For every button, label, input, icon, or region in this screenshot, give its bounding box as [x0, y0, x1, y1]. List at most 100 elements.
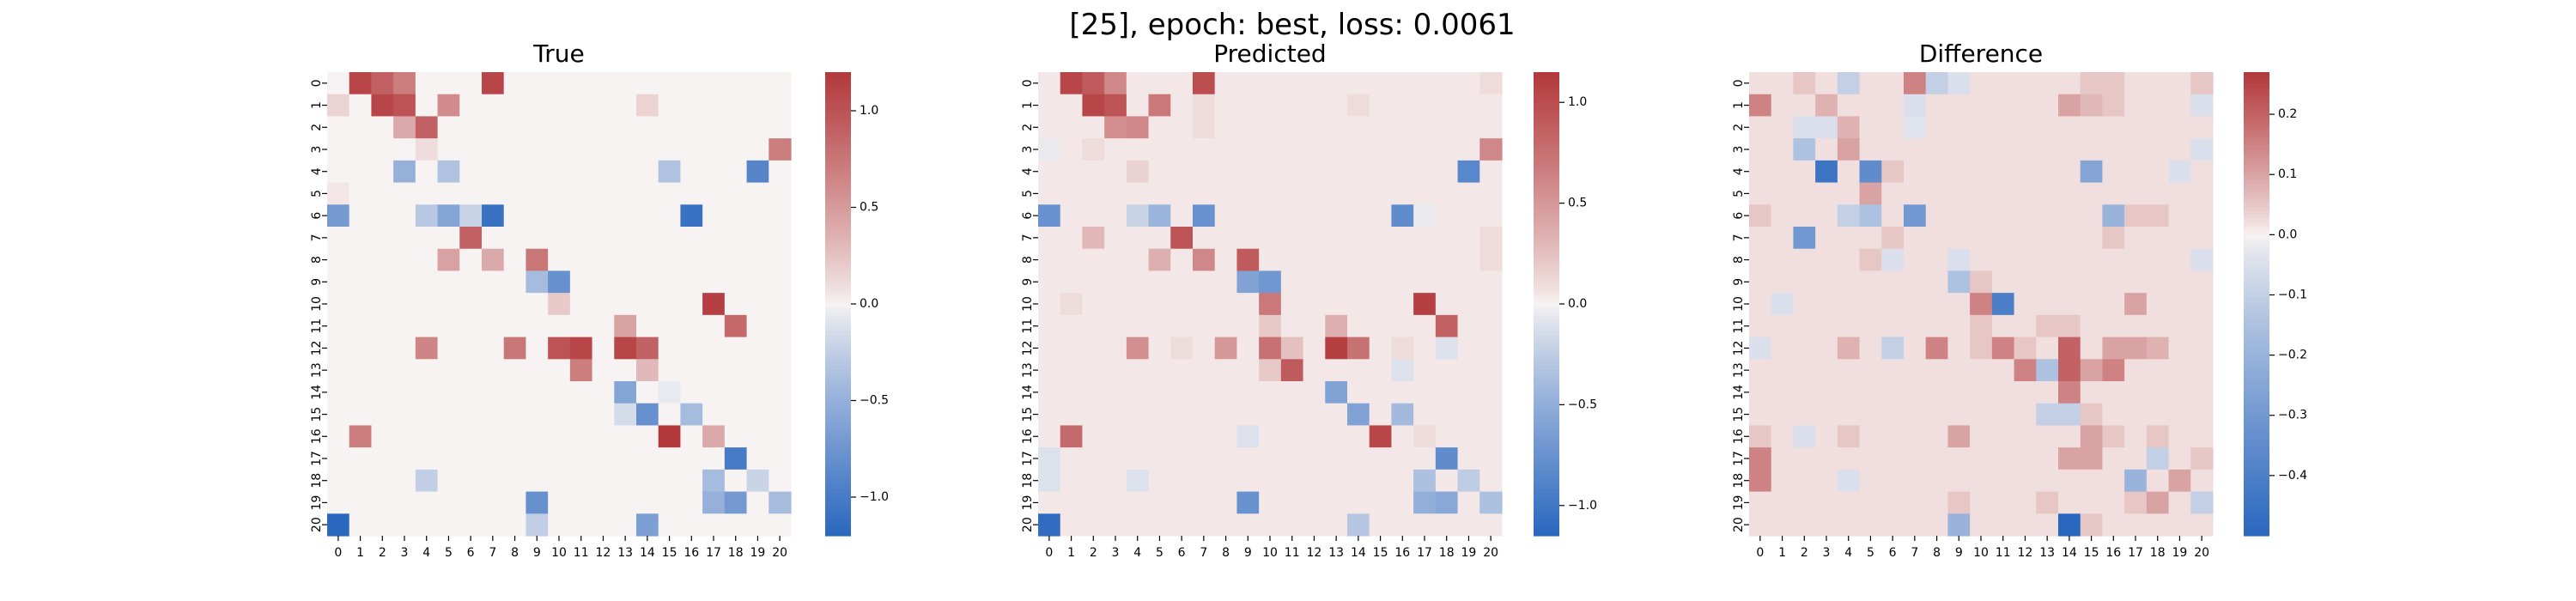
y-tick-label: 2: [1021, 124, 1035, 131]
heatmap-cell: [1947, 116, 1971, 139]
heatmap-cell: [592, 469, 615, 493]
heatmap-cell: [327, 160, 350, 184]
heatmap-cell: [769, 381, 792, 404]
heatmap-cell: [569, 160, 593, 184]
x-tick-label: 8: [1933, 546, 1941, 560]
heatmap-cell: [1280, 204, 1304, 228]
heatmap-cell: [1104, 447, 1127, 470]
heatmap-cell: [1391, 160, 1414, 184]
heatmap-cell: [1369, 337, 1393, 360]
y-tick-label: 10: [310, 296, 324, 312]
heatmap-cell: [1991, 293, 2015, 316]
heatmap-cell: [1793, 491, 1816, 514]
heatmap-cell: [548, 403, 571, 427]
heatmap-cell: [746, 403, 769, 427]
axis-ticks: 0011223344556677889910101111121213131414…: [310, 79, 787, 560]
heatmap-cell: [1859, 425, 1882, 448]
heatmap-cell: [349, 94, 373, 118]
heatmap-cell: [2124, 270, 2148, 294]
heatmap-cell: [1303, 447, 1326, 470]
heatmap-cells: [1038, 72, 1503, 537]
heatmap-cell: [1148, 513, 1171, 537]
heatmap-cell: [2146, 270, 2170, 294]
y-tick-label: 5: [1732, 190, 1746, 197]
heatmap-cell: [746, 425, 769, 448]
heatmap-cell: [2058, 491, 2081, 514]
heatmap-cell: [1413, 138, 1437, 161]
heatmap-cell: [1837, 314, 1861, 338]
heatmap-cell: [349, 491, 373, 514]
heatmap-cell: [1970, 403, 1993, 427]
heatmap-cells: [327, 72, 792, 537]
heatmap-cell: [2080, 447, 2104, 470]
heatmap-cell: [1925, 491, 1949, 514]
heatmap-cell: [1369, 138, 1393, 161]
heatmap-cell: [2036, 116, 2059, 139]
heatmap-cell: [1970, 359, 1993, 382]
panel-title: True: [532, 39, 584, 68]
heatmap-cell: [371, 337, 394, 360]
heatmap-cell: [1991, 403, 2015, 427]
heatmap-cell: [1925, 293, 1949, 316]
y-tick-label: 6: [310, 212, 324, 220]
heatmap-cell: [2168, 248, 2191, 272]
heatmap-cell: [1060, 293, 1084, 316]
heatmap-cell: [437, 491, 460, 514]
heatmap-cell: [2124, 293, 2148, 316]
heatmap-cell: [2146, 403, 2170, 427]
heatmap-cell: [1771, 182, 1795, 205]
heatmap-cell: [349, 359, 373, 382]
heatmap-cell: [1104, 94, 1127, 118]
heatmap-cell: [1457, 182, 1480, 205]
heatmap-cell: [1479, 248, 1503, 272]
heatmap-cell: [569, 337, 593, 360]
heatmap-cell: [1369, 116, 1393, 139]
heatmap-cell: [1303, 491, 1326, 514]
heatmap-cell: [415, 116, 439, 139]
heatmap-cell: [1280, 381, 1304, 404]
heatmap-cell: [1303, 138, 1326, 161]
heatmap-cell: [1193, 403, 1216, 427]
heatmap-cell: [482, 359, 505, 382]
heatmap-cell: [437, 293, 460, 316]
heatmap-cell: [2036, 337, 2059, 360]
heatmap-cell: [1347, 138, 1370, 161]
heatmap-cell: [1947, 381, 1971, 404]
heatmap-cell: [769, 425, 792, 448]
heatmap-cell: [1126, 491, 1150, 514]
heatmap-cell: [680, 314, 703, 338]
heatmap-cell: [1970, 469, 1993, 493]
heatmap-cell: [1126, 403, 1150, 427]
heatmap-cell: [1104, 248, 1127, 272]
heatmap-cell: [1457, 72, 1480, 95]
heatmap-cell: [1904, 94, 1927, 118]
heatmap-cell: [592, 227, 615, 250]
heatmap-cell: [1126, 293, 1150, 316]
colorbar-tick-label: 0.0: [2278, 228, 2297, 241]
heatmap-cell: [614, 270, 637, 294]
heatmap-cell: [1859, 403, 1882, 427]
y-tick-label: 12: [1732, 341, 1746, 356]
heatmap-cell: [1947, 204, 1971, 228]
heatmap-cell: [1082, 491, 1105, 514]
heatmap-cell: [503, 138, 527, 161]
heatmap-cell: [1991, 116, 2015, 139]
heatmap-cell: [1170, 469, 1194, 493]
heatmap-cell: [2102, 314, 2125, 338]
heatmap-cell: [614, 425, 637, 448]
heatmap-cell: [1038, 403, 1061, 427]
heatmap-cell: [1881, 337, 1905, 360]
heatmap-cell: [503, 513, 527, 537]
heatmap-cell: [1259, 227, 1282, 250]
heatmap-cell: [1925, 425, 1949, 448]
heatmap-cell: [526, 469, 549, 493]
heatmap-cell: [2102, 72, 2125, 95]
heatmap-cell: [1881, 425, 1905, 448]
heatmap-cell: [1148, 337, 1171, 360]
heatmap-cell: [2190, 425, 2214, 448]
heatmap-cell: [393, 403, 416, 427]
heatmap-cell: [636, 204, 659, 228]
heatmap-cell: [1369, 425, 1393, 448]
heatmap-cell: [1457, 425, 1480, 448]
heatmap-cell: [1391, 72, 1414, 95]
